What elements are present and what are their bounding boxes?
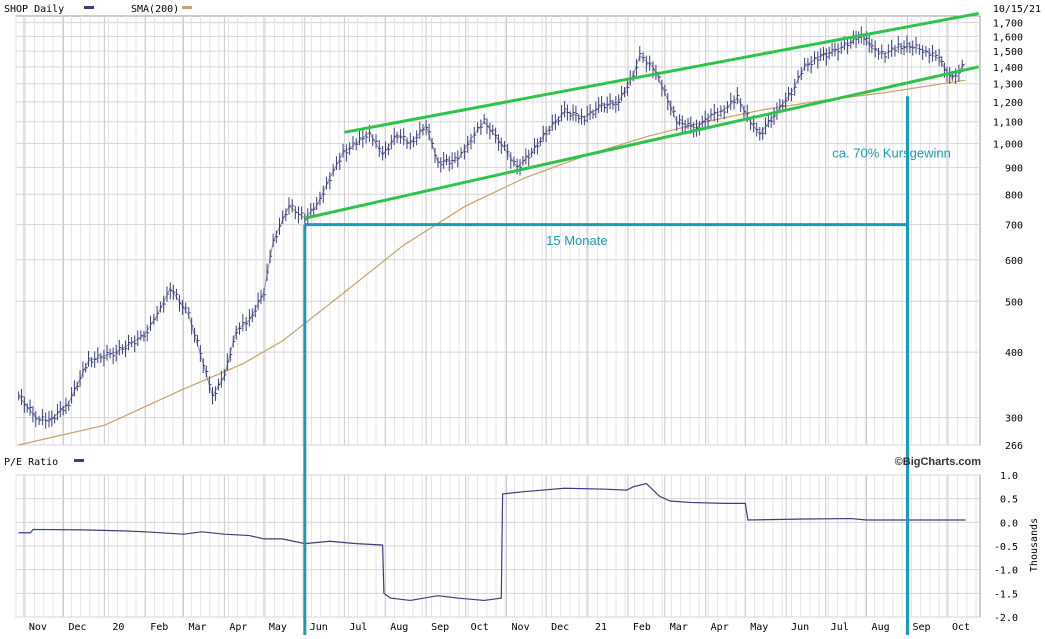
x-tick-label: May	[269, 622, 287, 633]
x-tick-label: Apr	[229, 622, 247, 633]
x-tick-label: Nov	[512, 622, 530, 633]
price-tick-label: 600	[1005, 256, 1023, 267]
x-tick-label: Jul	[349, 622, 367, 633]
x-tick-label: Dec	[551, 622, 569, 633]
price-tick-label: 300	[1005, 414, 1023, 425]
trend-channel-line	[344, 11, 979, 134]
chart-date: 10/15/21	[993, 4, 1041, 15]
x-tick-label: Apr	[711, 622, 729, 633]
pe-tick-label: 0.0	[1000, 518, 1018, 529]
x-tick-label: Aug	[390, 622, 408, 633]
pe-tick-label: -2.0	[994, 613, 1018, 624]
x-tick-label: Jun	[791, 622, 809, 633]
x-tick-label: Oct	[952, 622, 970, 633]
price-tick-label: 1,400	[993, 63, 1023, 74]
price-panel-frame	[15, 15, 981, 446]
price-tick-label: 1,600	[993, 32, 1023, 43]
ticker-legend-swatch	[84, 6, 94, 9]
x-tick-label: 20	[112, 622, 124, 633]
x-tick-label: 21	[595, 622, 607, 633]
price-tick-label: 1,300	[993, 80, 1023, 91]
x-tick-label: Feb	[150, 622, 168, 633]
price-tick-label: 400	[1005, 348, 1023, 359]
pe-ratio-line	[18, 482, 966, 602]
x-tick-label: Nov	[29, 622, 47, 633]
x-tick-label: Jul	[831, 622, 849, 633]
x-tick-label: Mar	[188, 622, 206, 633]
pe-tick-label: -0.5	[994, 542, 1018, 553]
x-tick-label: Mar	[670, 622, 688, 633]
sma-legend-swatch	[182, 6, 192, 9]
pe-label: P/E Ratio	[4, 457, 58, 468]
x-tick-label: Dec	[68, 622, 86, 633]
price-tick-label: 800	[1005, 190, 1023, 201]
sma-200-line	[18, 79, 966, 446]
bigcharts-watermark: ©BigCharts.com	[895, 456, 982, 468]
annotation-text: ca. 70% Kursgewinn	[832, 146, 951, 161]
x-tick-label: Aug	[872, 622, 890, 633]
sma-label: SMA(200)	[131, 4, 179, 15]
price-tick-label: 1,700	[993, 19, 1023, 30]
labels: SHOP Daily SMA(200) 10/15/21 P/E Ratio ©…	[4, 4, 1041, 633]
price-tick-label: 500	[1005, 297, 1023, 308]
x-tick-label: Oct	[471, 622, 489, 633]
price-bars	[18, 26, 966, 429]
pe-line	[18, 482, 966, 602]
pe-ylabel: Thousands	[1029, 518, 1040, 572]
price-tick-label: 1,000	[993, 139, 1023, 150]
x-tick-label: Jun	[310, 622, 328, 633]
x-tick-label: Sep	[912, 622, 930, 633]
pe-tick-label: -1.0	[994, 566, 1018, 577]
pe-legend-swatch	[74, 459, 84, 462]
annotations-layer: ca. 70% Kursgewinn 15 Monate	[303, 11, 980, 635]
price-tick-label: 700	[1005, 221, 1023, 232]
trend-channel-line	[304, 65, 980, 220]
price-tick-label: 266	[1005, 441, 1023, 452]
price-tick-label: 1,200	[993, 98, 1023, 109]
grid	[15, 15, 981, 618]
pe-tick-label: -1.5	[994, 589, 1018, 600]
pe-tick-label: 0.5	[1000, 495, 1018, 506]
x-tick-label: May	[750, 622, 768, 633]
price-tick-label: 1,500	[993, 47, 1023, 58]
sma-line	[18, 79, 966, 446]
annotation-text: 15 Monate	[546, 233, 607, 248]
price-tick-label: 900	[1005, 163, 1023, 174]
price-tick-label: 1,100	[993, 118, 1023, 129]
x-tick-label: Feb	[633, 622, 651, 633]
ticker-label: SHOP Daily	[4, 4, 64, 15]
x-tick-label: Sep	[431, 622, 449, 633]
pe-tick-label: 1.0	[1000, 471, 1018, 482]
